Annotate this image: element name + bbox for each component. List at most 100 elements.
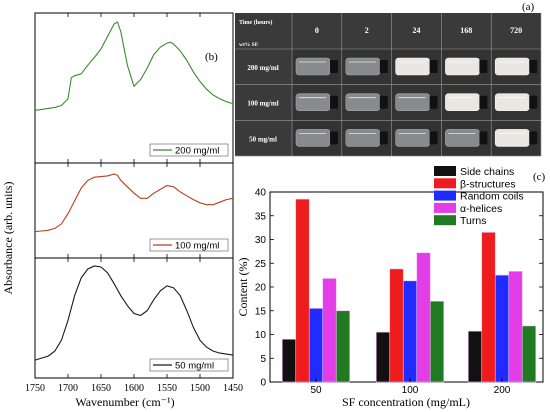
y-tick-label: 25 — [255, 259, 267, 270]
spectra-frames — [34, 12, 234, 379]
time-label: 2 — [365, 26, 369, 35]
x-ticks-c: 50 100 200 — [310, 378, 511, 396]
time-label: 720 — [510, 26, 522, 35]
vial-cap — [429, 131, 438, 145]
vial-cap — [330, 95, 338, 109]
bar — [389, 268, 404, 383]
spectra-legends: 200 mg/ml 100 mg/ml 50 mg/ml — [149, 143, 229, 372]
vial-cap — [429, 95, 438, 109]
bar — [508, 271, 523, 383]
vial-images — [295, 57, 538, 147]
x-tick-label: 100 — [402, 385, 419, 396]
time-labels: 0 2 24 168 720 — [315, 26, 522, 35]
photo-grid-lines — [235, 13, 542, 157]
panel-c-bar-chart: (c) 0 5 10 15 20 25 30 35 40 50 100 200 Content (%… — [236, 166, 546, 409]
legend-swatch — [434, 178, 456, 189]
vial-body — [395, 93, 430, 111]
vial-cap — [529, 60, 538, 73]
panel-a-label: (a) — [522, 1, 535, 13]
bar — [322, 278, 337, 383]
bar — [494, 274, 510, 383]
vial — [494, 129, 538, 147]
vial-cap — [379, 131, 388, 145]
vial — [295, 129, 338, 147]
vial — [494, 57, 538, 76]
y-tick-label: 20 — [255, 283, 267, 294]
vial-cap — [379, 60, 388, 73]
panel-b-ftir-spectra: (b) Absorbance (arb. units) Wavenumber (… — [1, 12, 243, 409]
legend-swatch — [434, 215, 456, 226]
x-axis-label-c: SF concentration (mg/mL) — [342, 395, 470, 409]
bar — [375, 331, 391, 383]
y-tick-label: 5 — [260, 354, 266, 365]
y-tick-label: 30 — [255, 235, 267, 246]
vial — [295, 93, 338, 111]
concentration-labels: 200 mg/ml 100 mg/ml 50 mg/ml — [247, 64, 278, 143]
wt-header: wt% SF — [239, 42, 259, 48]
bar — [429, 300, 445, 383]
spectrum-line — [34, 265, 234, 361]
vial-cap — [330, 60, 338, 73]
vial-body — [345, 93, 381, 111]
vial — [445, 129, 488, 147]
vial — [395, 129, 438, 147]
x-tick-label: 200 — [494, 385, 511, 396]
legend-label: Random coils — [460, 191, 524, 203]
vial — [345, 129, 388, 147]
time-label: 24 — [413, 26, 421, 35]
bar — [295, 198, 310, 383]
bar-series — [281, 198, 537, 383]
legend-label: 200 mg/ml — [175, 146, 219, 157]
bar — [335, 310, 351, 383]
spectrum-line — [34, 173, 234, 233]
vial-body — [494, 57, 530, 76]
legend-label: α-helices — [460, 203, 502, 215]
y-tick-label: 0 — [260, 378, 266, 389]
bar — [481, 232, 496, 383]
spectrum-line — [34, 21, 234, 111]
legend-label: Turns — [460, 215, 486, 227]
concentration-label: 200 mg/ml — [247, 64, 278, 72]
vial-body — [295, 129, 331, 147]
vial-body — [295, 93, 331, 111]
vial-body — [494, 129, 530, 147]
x-tick-label: 1700 — [58, 383, 78, 394]
vial-body — [395, 129, 430, 147]
concentration-label: 50 mg/ml — [249, 135, 277, 143]
y-axis-label-b: Absorbance (arb. units) — [1, 182, 15, 295]
x-axis-label-b: Wavenumber (cm⁻¹) — [75, 395, 174, 409]
vial-body — [345, 129, 381, 147]
panel-c-label: (c) — [533, 171, 546, 183]
vial-cap — [479, 60, 488, 73]
time-label: 0 — [315, 26, 319, 35]
vial — [345, 93, 388, 111]
x-tick-label: 1500 — [190, 383, 210, 394]
vial — [345, 57, 388, 76]
x-tick-labels-b: 1750 1700 1650 1600 1550 1500 1450 — [25, 383, 243, 394]
vial-body — [295, 57, 331, 76]
legend-label: 100 mg/ml — [175, 241, 219, 252]
concentration-label: 100 mg/ml — [247, 100, 278, 108]
x-tick-label: 50 — [310, 385, 322, 396]
bar — [281, 338, 297, 383]
vial-cap — [479, 95, 488, 109]
vial-body — [445, 93, 480, 111]
bar — [521, 325, 537, 383]
bar — [308, 308, 324, 383]
vial — [395, 57, 438, 76]
bar — [402, 280, 418, 383]
x-tick-label: 1600 — [124, 383, 144, 394]
legend-label: 50 mg/ml — [175, 361, 214, 372]
vial-cap — [479, 131, 488, 145]
y-tick-label: 40 — [255, 188, 267, 199]
panel-a-vial-photos: Time (hours) wt% SF 0 2 24 168 720 200 mg/ml… — [235, 1, 542, 157]
vial-cap — [529, 131, 538, 145]
legend-label: Side chains — [460, 166, 514, 178]
vial-cap — [330, 131, 338, 145]
x-tick-label: 1750 — [25, 383, 45, 394]
y-tick-label: 10 — [255, 330, 267, 341]
time-label: 168 — [460, 26, 472, 35]
time-header: Time (hours) — [239, 19, 272, 26]
vial-body — [445, 57, 480, 76]
